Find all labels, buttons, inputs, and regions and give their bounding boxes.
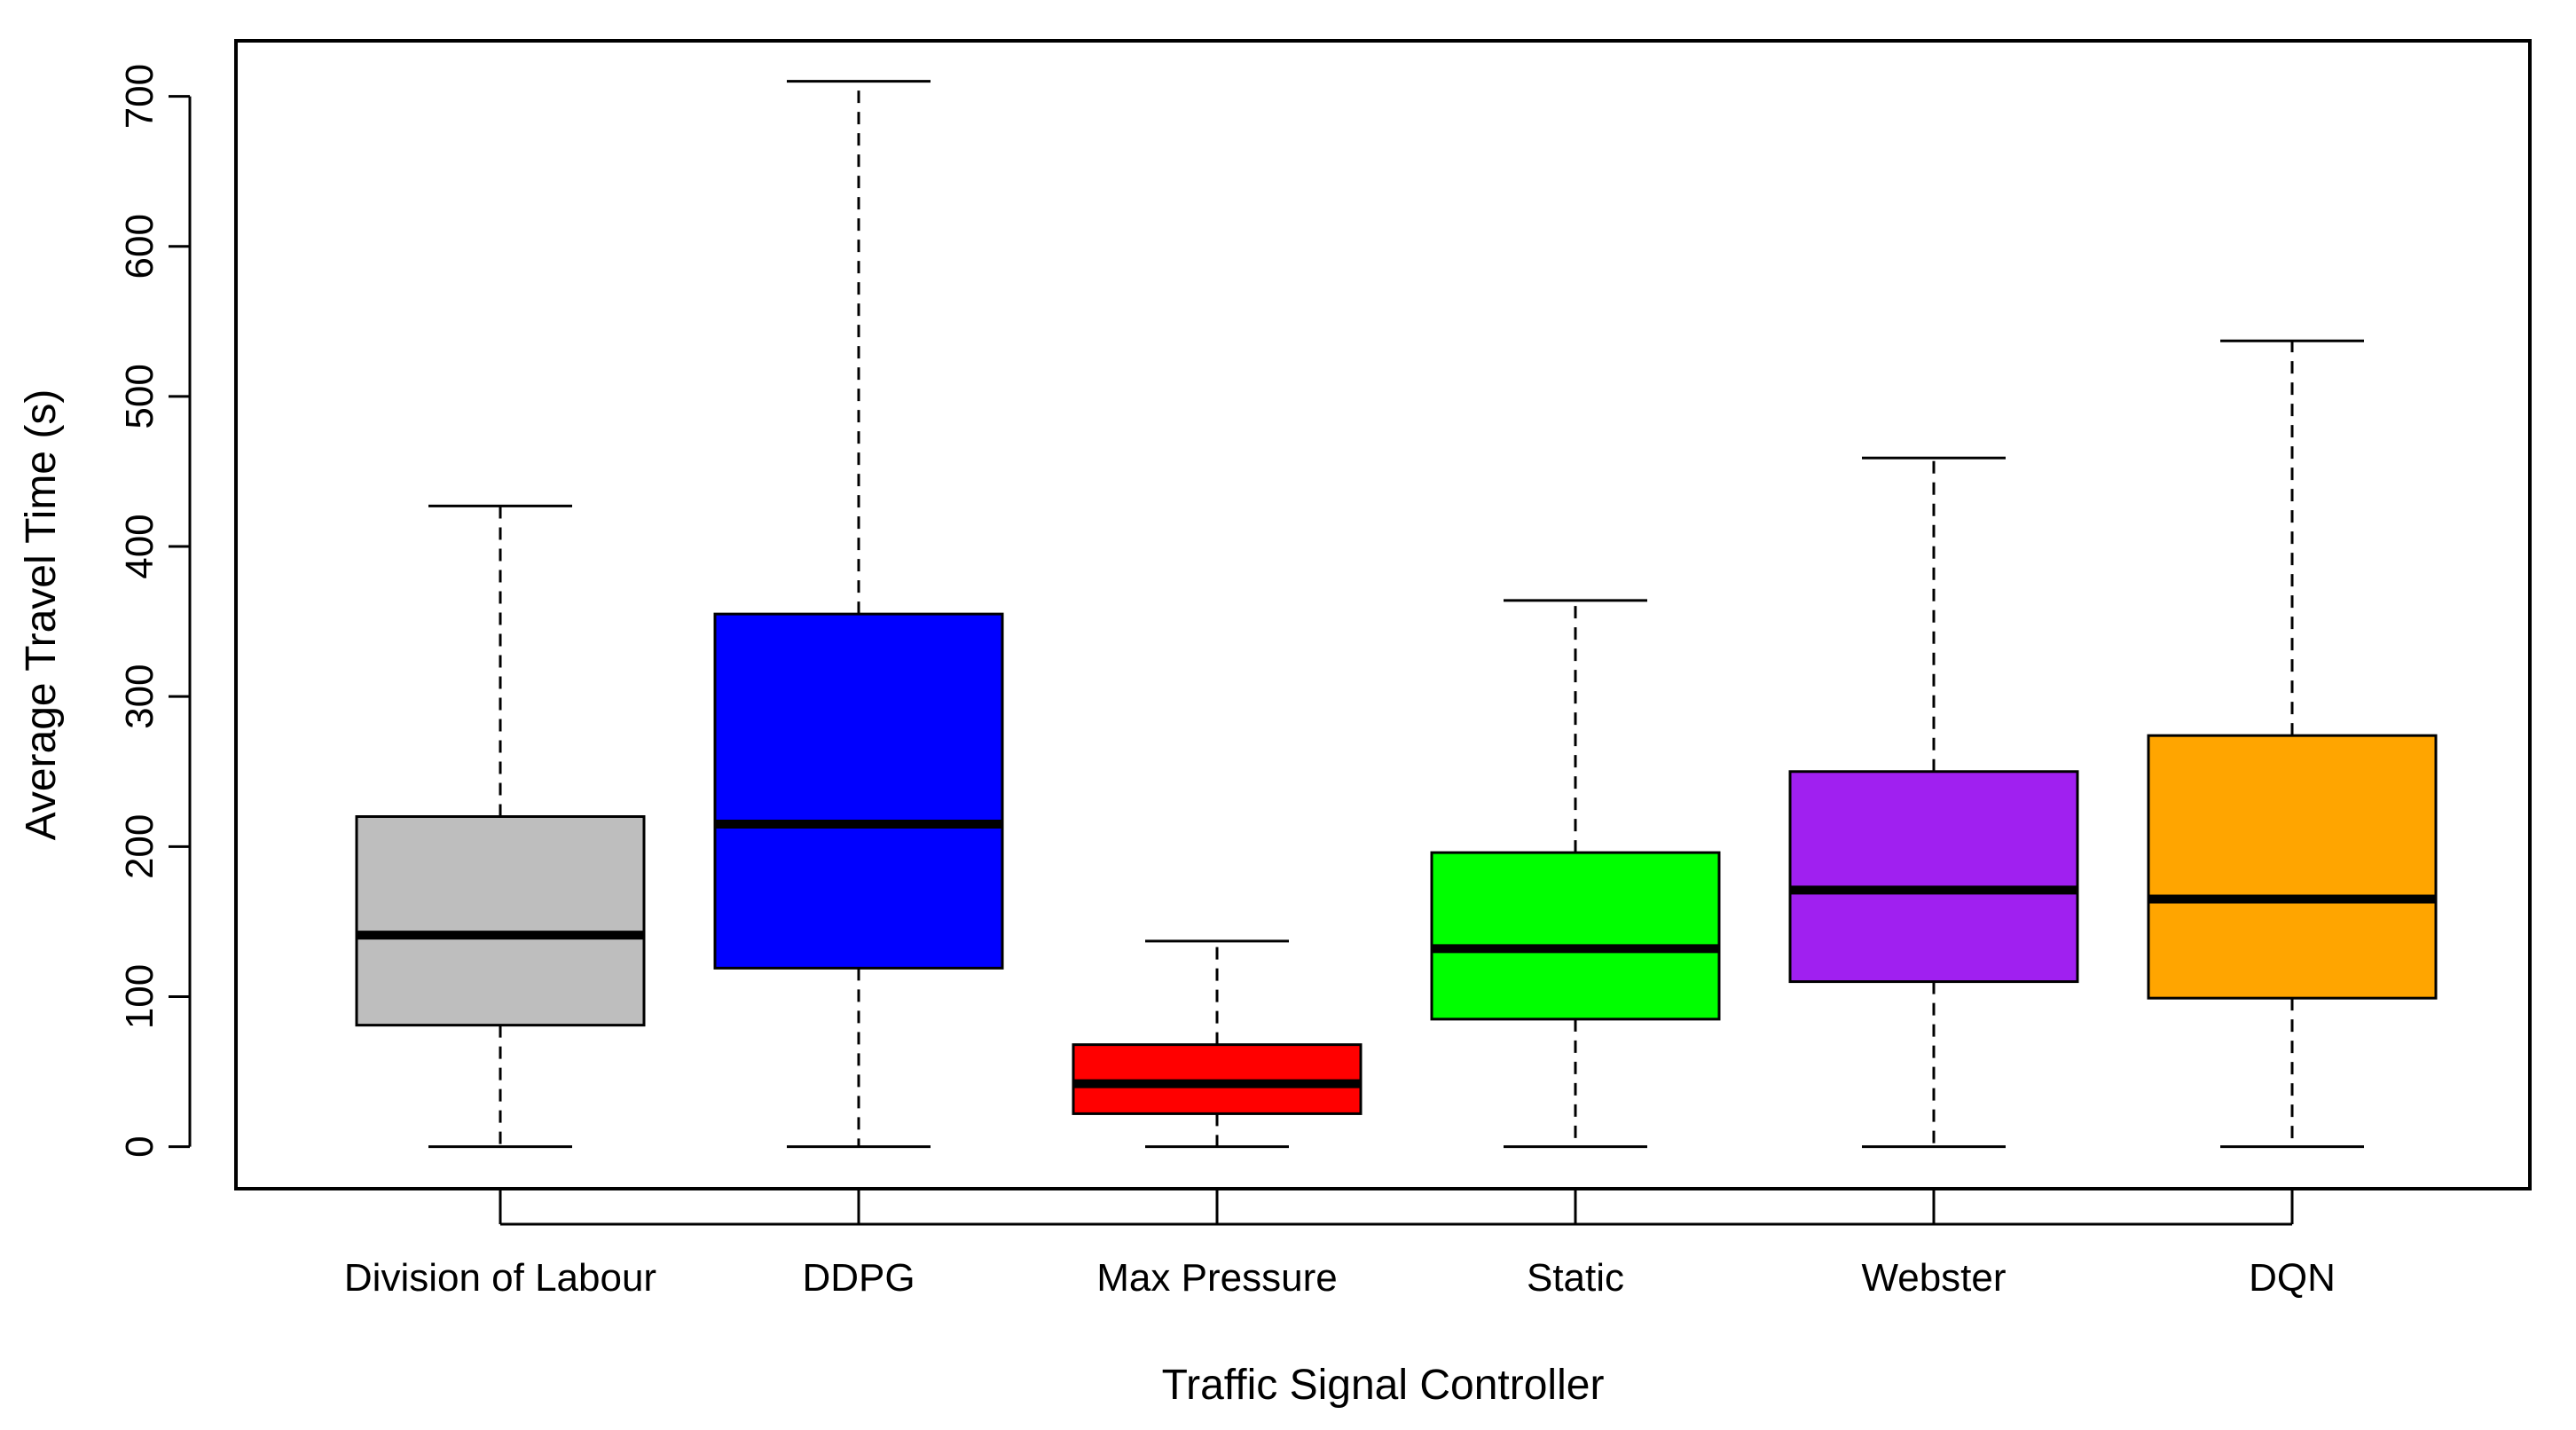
x-tick-label: Max Pressure [1096, 1256, 1337, 1300]
x-tick-label: Division of Labour [344, 1256, 656, 1300]
y-tick-label: 500 [118, 364, 161, 428]
boxes [355, 80, 2438, 1149]
x-tick-label: Webster [1861, 1256, 2006, 1300]
iqr-box [1072, 1043, 1363, 1115]
x-tick-label: Static [1527, 1256, 1624, 1300]
y-tick-label: 100 [118, 964, 161, 1029]
y-axis-title: Average Travel Time (s) [18, 389, 65, 841]
x-axis-title: Traffic Signal Controller [1162, 1362, 1605, 1409]
y-tick-label: 300 [118, 664, 161, 728]
y-tick-label: 400 [118, 514, 161, 578]
y-tick-label: 700 [118, 64, 161, 129]
y-tick-label: 200 [118, 814, 161, 879]
box-ddpg [713, 80, 1004, 1149]
iqr-box [713, 612, 1004, 970]
iqr-box [1430, 851, 1721, 1021]
y-tick-label: 600 [118, 214, 161, 279]
iqr-box [355, 815, 646, 1027]
box-webster [1788, 456, 2079, 1149]
y-tick-label: 0 [118, 1135, 161, 1157]
iqr-box [1788, 770, 2079, 984]
x-axis: Division of Labour DDPG Max Pressure Static… [344, 1189, 2336, 1300]
plot-frame [234, 39, 2532, 1190]
box-dqn [2147, 339, 2438, 1149]
x-tick-label: DQN [2249, 1256, 2336, 1300]
iqr-box [2147, 734, 2438, 1000]
box-division-of-labour [355, 504, 646, 1149]
y-axis: 0 100 200 300 400 500 600 700 [118, 64, 192, 1158]
box-max-pressure [1072, 939, 1363, 1149]
box-static [1430, 599, 1721, 1149]
x-tick-label: DDPG [802, 1256, 915, 1300]
